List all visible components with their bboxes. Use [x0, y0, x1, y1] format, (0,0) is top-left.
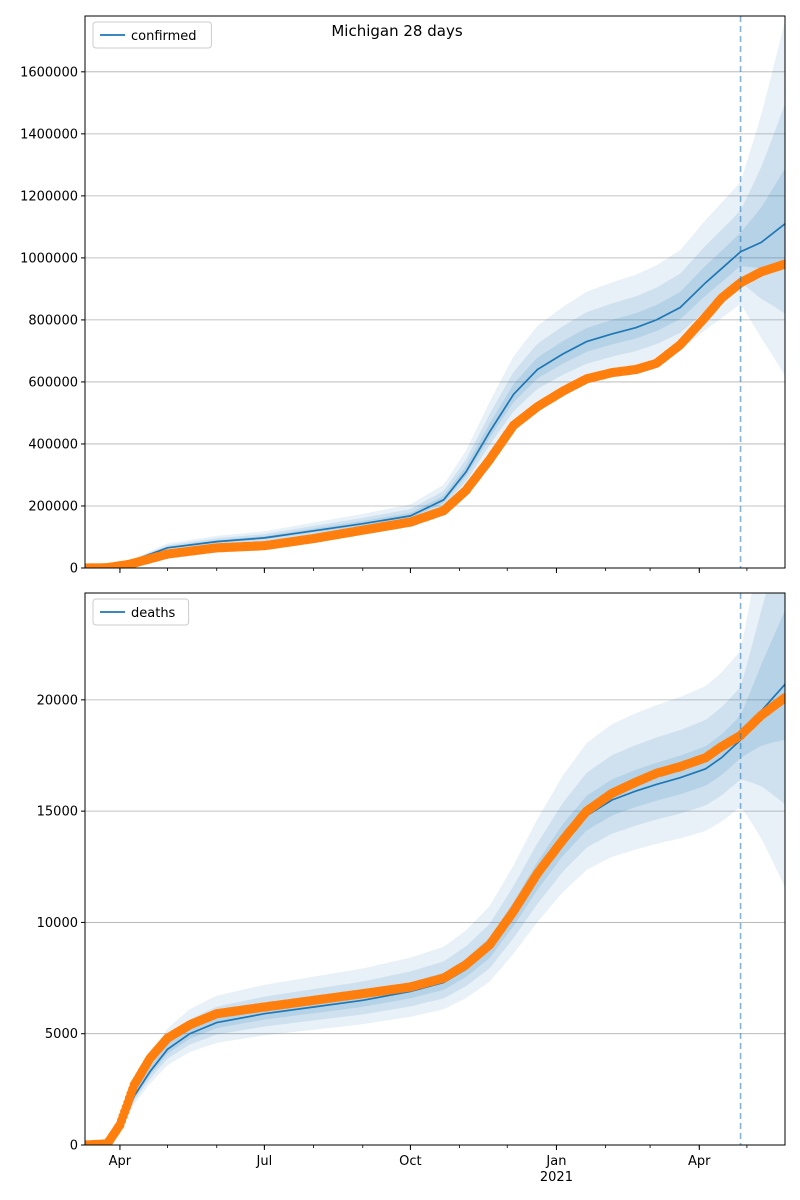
y-tick-label: 10000: [37, 916, 78, 931]
plot-area: [85, 593, 785, 1145]
y-tick-label: 400000: [28, 437, 78, 452]
x-tick-label: Jan: [545, 1154, 566, 1169]
y-tick-label: 1600000: [20, 65, 78, 80]
y-tick-label: 600000: [28, 375, 78, 390]
y-tick-label: 0: [70, 1139, 78, 1154]
y-tick-label: 15000: [37, 805, 78, 820]
y-tick-label: 0: [70, 562, 78, 577]
uncertainty-band: [85, 20, 785, 568]
observed-point: [780, 259, 785, 269]
y-tick-label: 1400000: [20, 127, 78, 142]
uncertainty-band: [85, 610, 785, 1145]
plot-area: [85, 20, 785, 568]
y-tick-label: 5000: [45, 1027, 78, 1042]
legend-label: deaths: [131, 606, 176, 621]
y-tick-label: 800000: [28, 313, 78, 328]
axes-frame: [84, 15, 786, 569]
observed-point: [780, 693, 785, 703]
x-tick-label: Oct: [399, 1154, 421, 1169]
legend-label: confirmed: [131, 29, 197, 44]
uncertainty-band: [85, 103, 785, 568]
x-tick-label: Jul: [256, 1154, 273, 1169]
axes-frame: [84, 592, 786, 1146]
y-tick-label: 20000: [37, 693, 78, 708]
x-tick-label: Apr: [109, 1154, 132, 1169]
legend-box: [92, 598, 190, 626]
y-tick-label: 1200000: [20, 189, 78, 204]
x-year-label: 2021: [540, 1170, 573, 1185]
x-tick-label: Apr: [688, 1154, 711, 1169]
series-line-confirmed: [85, 223, 785, 568]
legend-box: [92, 21, 212, 49]
y-tick-label: 200000: [28, 499, 78, 514]
chart-title: Michigan 28 days: [331, 22, 462, 40]
chart-panel-confirmed: 0 200000 400000 600000 800000 1000000 1200000 1…: [20, 15, 786, 577]
y-tick-label: 1000000: [20, 251, 78, 266]
